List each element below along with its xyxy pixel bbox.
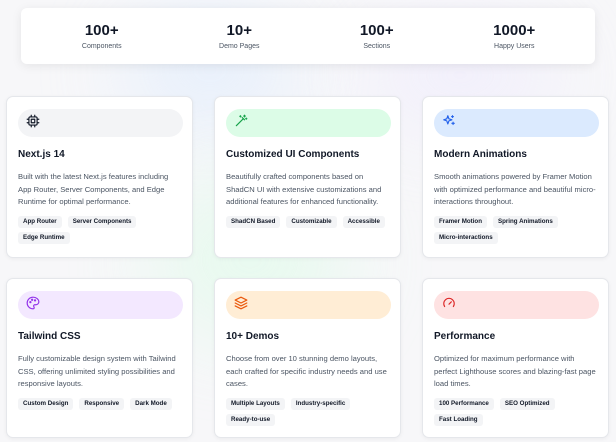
card-title: Modern Animations bbox=[434, 149, 527, 160]
icon-pill bbox=[226, 109, 391, 137]
card-description: Choose from over 10 stunning demo layout… bbox=[226, 354, 387, 389]
tag: Customizable bbox=[286, 215, 337, 228]
stat-label: Happy Users bbox=[494, 43, 535, 50]
tag: Responsive bbox=[79, 397, 125, 410]
feature-card-demos: 10+ Demos Choose from over 10 stunning d… bbox=[214, 278, 401, 438]
feature-grid: Next.js 14 Built with the latest Next.js… bbox=[6, 96, 610, 438]
cpu-icon bbox=[26, 114, 40, 133]
tag: Ready-to-use bbox=[226, 413, 276, 426]
icon-pill bbox=[18, 291, 183, 319]
card-description: Smooth animations powered by Framer Moti… bbox=[434, 172, 596, 207]
sparkles-icon bbox=[442, 114, 456, 133]
feature-card-animations: Modern Animations Smooth animations powe… bbox=[422, 96, 609, 258]
stat-label: Demo Pages bbox=[219, 43, 260, 50]
card-title: 10+ Demos bbox=[226, 331, 280, 342]
stat-happy-users: 1000+ Happy Users bbox=[454, 22, 574, 50]
tag: Edge Runtime bbox=[18, 231, 70, 244]
palette-icon bbox=[26, 296, 40, 315]
wand-icon bbox=[234, 114, 248, 133]
tag: Server Components bbox=[67, 215, 137, 228]
tag: Fast Loading bbox=[434, 413, 483, 426]
icon-pill bbox=[434, 291, 599, 319]
tag: Industry-specific bbox=[290, 397, 351, 410]
card-description: Beautifully crafted components based on … bbox=[226, 172, 382, 207]
gauge-icon bbox=[442, 296, 456, 315]
card-description: Fully customizable design system with Ta… bbox=[18, 354, 176, 389]
tag-list: Framer Motion Spring Animations Micro-in… bbox=[434, 215, 597, 244]
stats-bar: 100+ Components 10+ Demo Pages 100+ Sect… bbox=[21, 8, 595, 64]
stat-value: 100+ bbox=[84, 22, 119, 39]
icon-pill bbox=[226, 291, 391, 319]
card-description: Optimized for maximum performance with p… bbox=[434, 354, 596, 389]
card-description: Built with the latest Next.js features i… bbox=[18, 172, 169, 207]
stat-value: 1000+ bbox=[493, 22, 536, 39]
tag-list: 100 Performance SEO Optimized Fast Loadi… bbox=[434, 397, 597, 426]
tag: ShadCN Based bbox=[226, 215, 281, 228]
card-title: Tailwind CSS bbox=[18, 331, 81, 342]
stat-components: 100+ Components bbox=[42, 22, 162, 50]
card-title: Next.js 14 bbox=[18, 149, 65, 160]
icon-pill bbox=[18, 109, 183, 137]
tag: App Router bbox=[18, 215, 62, 228]
tag: Multiple Layouts bbox=[226, 397, 285, 410]
feature-card-performance: Performance Optimized for maximum perfor… bbox=[422, 278, 609, 438]
stat-sections: 100+ Sections bbox=[317, 22, 437, 50]
layers-icon bbox=[234, 296, 248, 315]
tag-list: Multiple Layouts Industry-specific Ready… bbox=[226, 397, 389, 426]
feature-card-nextjs: Next.js 14 Built with the latest Next.js… bbox=[6, 96, 193, 258]
card-title: Customized UI Components bbox=[226, 149, 360, 160]
stat-value: 100+ bbox=[359, 22, 394, 39]
card-title: Performance bbox=[434, 331, 496, 342]
tag: Dark Mode bbox=[130, 397, 172, 410]
tag: SEO Optimized bbox=[499, 397, 555, 410]
tag: Framer Motion bbox=[434, 215, 487, 228]
feature-card-ui-components: Customized UI Components Beautifully cra… bbox=[214, 96, 401, 258]
tag: Accessible bbox=[342, 215, 385, 228]
stat-label: Sections bbox=[363, 43, 391, 50]
stat-label: Components bbox=[81, 43, 122, 50]
feature-card-tailwind: Tailwind CSS Fully customizable design s… bbox=[6, 278, 193, 438]
tag-list: Custom Design Responsive Dark Mode bbox=[18, 397, 181, 410]
tag-list: ShadCN Based Customizable Accessible bbox=[226, 215, 389, 228]
stat-demo-pages: 10+ Demo Pages bbox=[179, 22, 299, 50]
stat-value: 10+ bbox=[226, 22, 252, 39]
tag: 100 Performance bbox=[434, 397, 494, 410]
tag: Micro-interactions bbox=[434, 231, 498, 244]
tag: Custom Design bbox=[18, 397, 74, 410]
icon-pill bbox=[434, 109, 599, 137]
tag: Spring Animations bbox=[492, 215, 558, 228]
tag-list: App Router Server Components Edge Runtim… bbox=[18, 215, 181, 244]
